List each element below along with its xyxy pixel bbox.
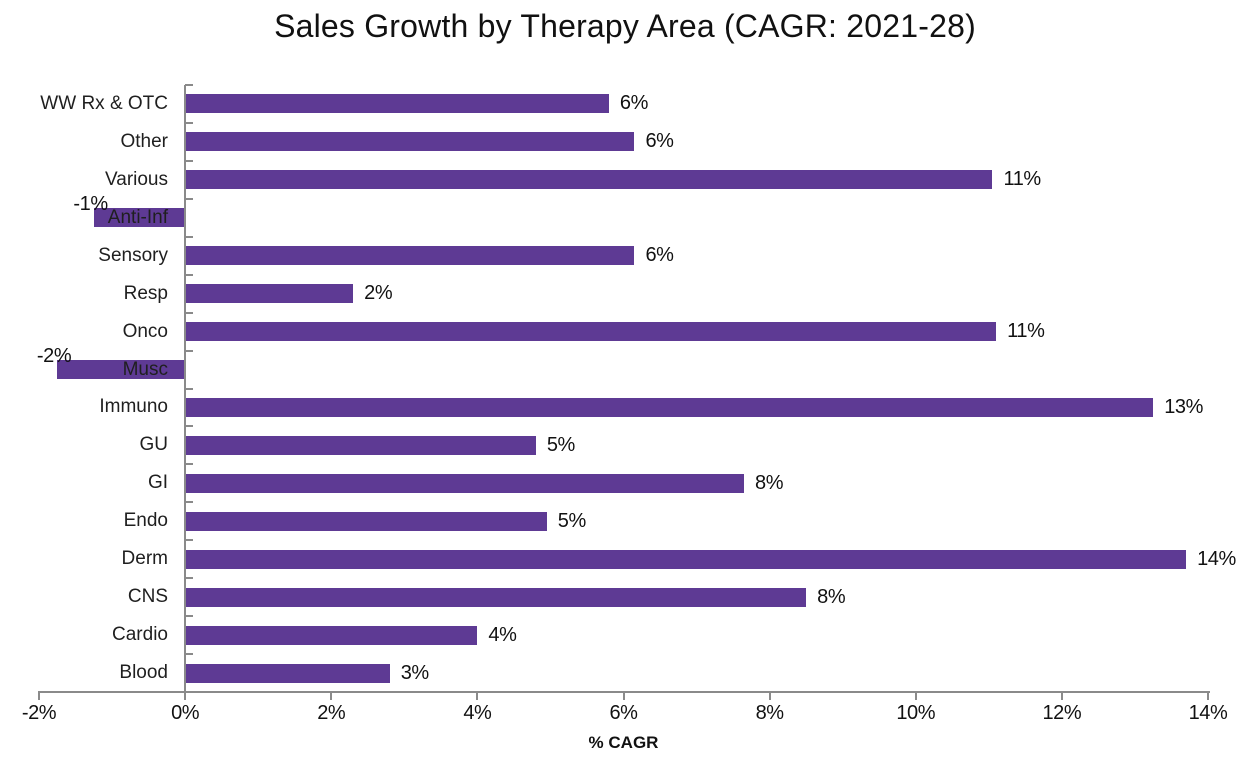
bar	[185, 587, 807, 607]
category-label: Various	[104, 168, 168, 190]
x-axis-tick-label: 14%	[1188, 702, 1228, 724]
category-label: Cardio	[112, 624, 168, 646]
x-axis-tick-label: 10%	[896, 702, 936, 724]
category-label: Derm	[121, 548, 168, 570]
bar	[93, 208, 186, 228]
bar	[57, 360, 186, 380]
category-label: Endo	[123, 510, 168, 532]
value-label: 13%	[1164, 395, 1204, 418]
x-axis-tick-label: 8%	[755, 702, 785, 724]
y-axis-tick	[185, 197, 194, 200]
bar	[185, 246, 635, 266]
bar	[185, 322, 997, 342]
x-axis-tick	[184, 693, 187, 700]
x-axis-tick	[38, 693, 40, 700]
value-label: 11%	[1007, 320, 1045, 343]
category-label: Blood	[119, 662, 168, 684]
x-axis-title: % CAGR	[588, 733, 659, 752]
category-label: GU	[139, 434, 169, 456]
y-axis-line	[184, 85, 187, 698]
category-label: WW Rx & OTC	[40, 92, 168, 114]
value-label: 5%	[557, 509, 587, 532]
x-axis-line	[38, 691, 1210, 693]
x-axis-tick	[1207, 693, 1209, 700]
y-axis-tick	[185, 273, 194, 276]
bar	[185, 625, 478, 645]
y-axis-tick	[185, 425, 194, 428]
value-label: 8%	[817, 585, 846, 608]
category-label: Other	[120, 130, 168, 152]
category-label: Onco	[122, 320, 168, 342]
bar	[185, 132, 635, 152]
category-label: GI	[147, 472, 168, 494]
y-axis-tick	[185, 311, 194, 314]
value-label: 5%	[546, 433, 576, 456]
bar	[185, 511, 547, 531]
x-axis-tick-label: 0%	[171, 702, 200, 724]
bar	[185, 284, 354, 304]
x-axis-tick	[914, 693, 917, 700]
y-axis-tick	[185, 615, 194, 618]
value-label: 6%	[645, 244, 674, 267]
x-axis-tick-label: -2%	[21, 702, 57, 724]
x-axis-tick-label: 6%	[609, 702, 638, 724]
y-axis-tick	[185, 235, 194, 238]
y-axis-tick	[185, 501, 194, 504]
category-label: Anti-Inf	[107, 206, 168, 228]
bar	[185, 397, 1154, 417]
y-axis-tick	[185, 121, 194, 124]
x-axis-tick-label: 2%	[317, 702, 346, 724]
value-label: 3%	[400, 661, 430, 684]
y-axis-tick	[185, 653, 194, 656]
x-axis-tick	[622, 693, 625, 700]
bar	[185, 663, 390, 683]
x-axis-tick-label: 12%	[1042, 702, 1082, 724]
bar	[185, 549, 1187, 569]
value-label: -2%	[36, 345, 72, 368]
value-label: -1%	[73, 193, 108, 216]
category-label: Sensory	[98, 244, 168, 266]
value-label: 8%	[755, 471, 784, 494]
x-axis-tick-label: 4%	[463, 702, 492, 724]
category-label: CNS	[127, 586, 168, 608]
category-label: Immuno	[99, 396, 168, 418]
value-label: 4%	[488, 623, 517, 646]
y-axis-tick	[185, 577, 194, 580]
value-label: 11%	[1003, 168, 1041, 191]
value-label: 14%	[1197, 547, 1236, 570]
value-label: 2%	[364, 282, 393, 305]
category-label: Musc	[122, 358, 168, 380]
bar	[185, 94, 609, 114]
x-axis-tick	[768, 693, 771, 700]
x-axis-tick	[476, 693, 479, 700]
value-label: 6%	[619, 92, 649, 115]
y-axis-tick	[185, 539, 194, 542]
bar	[185, 435, 536, 455]
y-axis-tick	[185, 349, 194, 352]
bar	[185, 473, 745, 493]
bar	[185, 170, 993, 190]
y-axis-tick	[185, 159, 194, 162]
x-axis-tick	[1060, 693, 1063, 700]
category-label: Resp	[123, 282, 168, 304]
y-axis-tick	[185, 387, 194, 390]
value-label: 6%	[645, 130, 674, 153]
chart-title: Sales Growth by Therapy Area (CAGR: 2021…	[274, 8, 976, 44]
x-axis-tick	[330, 693, 333, 700]
y-axis-tick	[185, 84, 194, 86]
y-axis-tick	[185, 463, 194, 466]
y-axis-tick	[185, 691, 194, 693]
